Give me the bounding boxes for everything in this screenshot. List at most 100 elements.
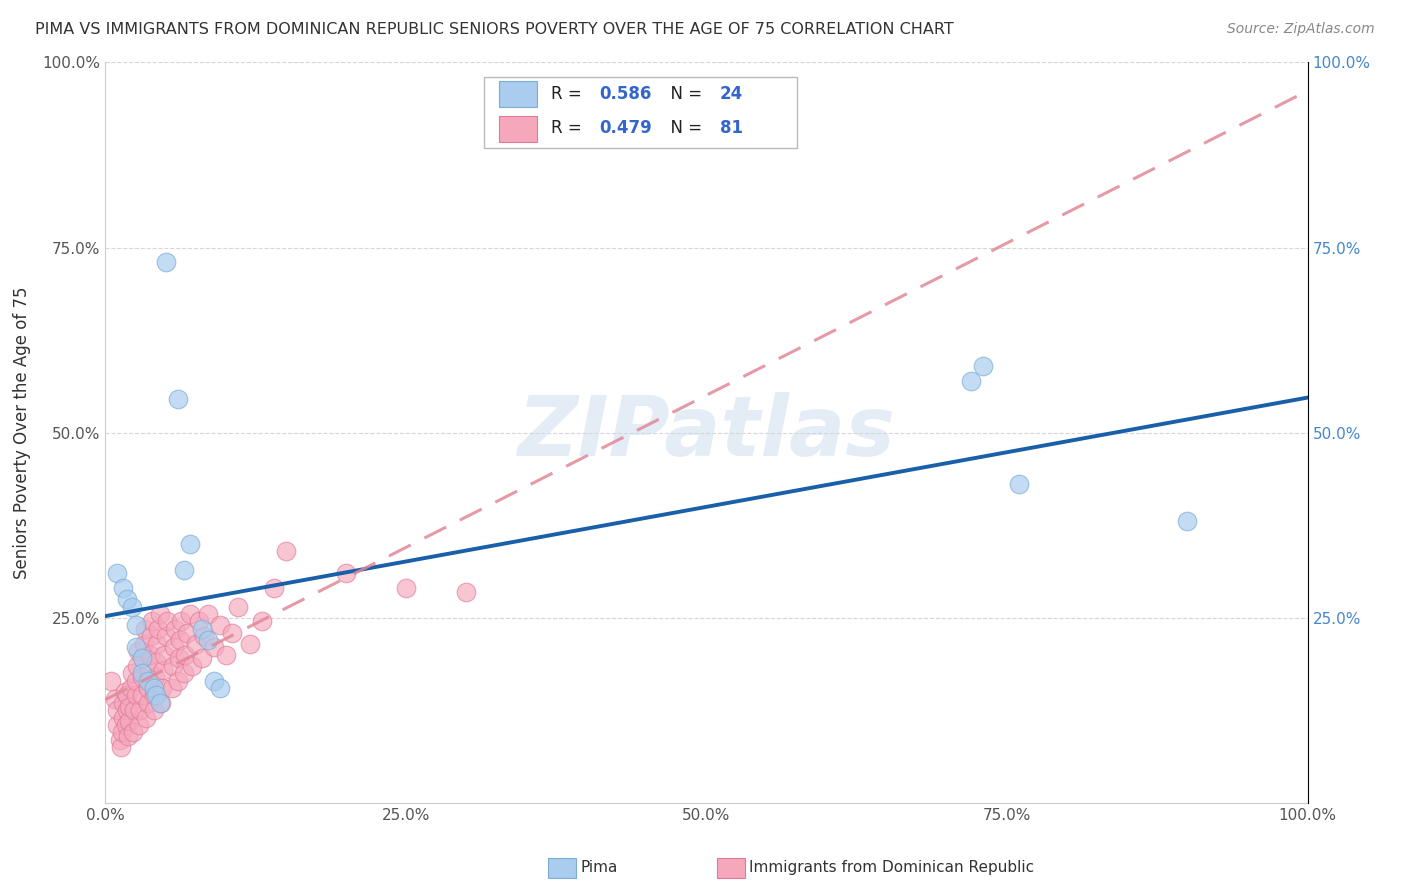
Point — [156, 615, 179, 629]
Point — [108, 732, 131, 747]
Point — [173, 563, 195, 577]
Text: 24: 24 — [720, 85, 742, 103]
Point — [155, 255, 177, 269]
Point — [173, 648, 195, 662]
Text: N =: N = — [659, 120, 707, 137]
Point — [148, 622, 170, 636]
Point — [263, 581, 285, 595]
Point — [141, 615, 163, 629]
Text: 0.586: 0.586 — [599, 85, 652, 103]
FancyBboxPatch shape — [499, 116, 537, 142]
Point — [124, 689, 146, 703]
Text: PIMA VS IMMIGRANTS FROM DOMINICAN REPUBLIC SENIORS POVERTY OVER THE AGE OF 75 CO: PIMA VS IMMIGRANTS FROM DOMINICAN REPUBL… — [35, 22, 953, 37]
Point — [139, 629, 162, 643]
Point — [112, 696, 135, 710]
Text: N =: N = — [659, 85, 707, 103]
Point — [104, 692, 127, 706]
Point — [115, 689, 138, 703]
Point — [124, 618, 146, 632]
Point — [121, 666, 143, 681]
Point — [166, 673, 188, 688]
Point — [176, 625, 198, 640]
Point — [142, 681, 165, 695]
Point — [274, 544, 297, 558]
Point — [173, 666, 195, 681]
Point — [170, 615, 193, 629]
Point — [184, 637, 207, 651]
FancyBboxPatch shape — [484, 78, 797, 147]
Point — [179, 537, 201, 551]
Point — [115, 592, 138, 607]
Point — [132, 637, 155, 651]
Point — [120, 681, 142, 695]
Point — [166, 392, 188, 407]
Text: 0.479: 0.479 — [599, 120, 652, 137]
Point — [160, 681, 183, 695]
Text: 81: 81 — [720, 120, 742, 137]
Point — [136, 681, 159, 695]
Point — [145, 655, 167, 669]
Text: Source: ZipAtlas.com: Source: ZipAtlas.com — [1227, 22, 1375, 37]
Text: Immigrants from Dominican Republic: Immigrants from Dominican Republic — [749, 860, 1035, 874]
Point — [250, 615, 273, 629]
Point — [145, 689, 167, 703]
Text: R =: R = — [551, 85, 588, 103]
Point — [139, 648, 162, 662]
Point — [143, 670, 166, 684]
Point — [179, 607, 201, 621]
Text: R =: R = — [551, 120, 588, 137]
Point — [124, 673, 146, 688]
Point — [149, 696, 172, 710]
Point — [115, 703, 138, 717]
Point — [134, 622, 156, 636]
Text: ZIPatlas: ZIPatlas — [517, 392, 896, 473]
Point — [162, 658, 184, 673]
Point — [129, 703, 152, 717]
Point — [107, 566, 129, 581]
Point — [131, 651, 153, 665]
Point — [1008, 477, 1031, 491]
Point — [114, 685, 136, 699]
Point — [128, 718, 150, 732]
Point — [153, 648, 176, 662]
Point — [148, 696, 170, 710]
Point — [148, 607, 170, 621]
Point — [118, 699, 141, 714]
Point — [188, 615, 211, 629]
Point — [454, 584, 477, 599]
Point — [112, 711, 135, 725]
Point — [221, 625, 243, 640]
Point — [136, 696, 159, 710]
Point — [107, 718, 129, 732]
Point — [107, 703, 129, 717]
Point — [163, 640, 186, 655]
Point — [132, 651, 155, 665]
Point — [181, 658, 204, 673]
Point — [169, 632, 191, 647]
Point — [150, 681, 173, 695]
Point — [112, 581, 135, 595]
Point — [127, 644, 149, 658]
Point — [118, 714, 141, 729]
Point — [124, 640, 146, 655]
Point — [1175, 515, 1198, 529]
Point — [111, 725, 134, 739]
Point — [155, 629, 177, 643]
Point — [197, 607, 219, 621]
Point — [124, 703, 146, 717]
Point — [208, 681, 231, 695]
Point — [117, 729, 139, 743]
Point — [190, 622, 212, 636]
Point — [136, 673, 159, 688]
Point — [190, 651, 212, 665]
Text: Pima: Pima — [581, 860, 619, 874]
FancyBboxPatch shape — [499, 81, 537, 107]
Point — [202, 673, 225, 688]
Point — [121, 599, 143, 614]
Point — [122, 725, 145, 739]
Point — [152, 663, 174, 677]
Point — [146, 637, 169, 651]
Point — [972, 359, 994, 373]
Point — [115, 718, 138, 732]
Point — [202, 640, 225, 655]
